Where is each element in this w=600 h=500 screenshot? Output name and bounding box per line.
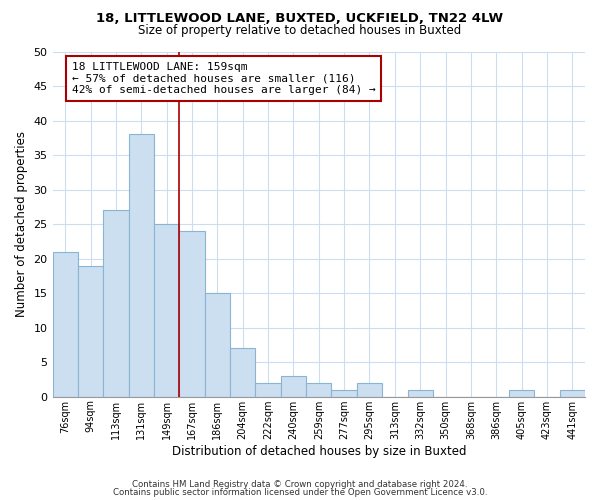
Bar — [331, 390, 357, 396]
Bar — [357, 383, 382, 396]
Y-axis label: Number of detached properties: Number of detached properties — [15, 131, 28, 317]
Bar — [509, 390, 534, 396]
Bar — [53, 252, 78, 396]
Text: 18 LITTLEWOOD LANE: 159sqm
← 57% of detached houses are smaller (116)
42% of sem: 18 LITTLEWOOD LANE: 159sqm ← 57% of deta… — [71, 62, 376, 95]
Bar — [256, 383, 281, 396]
Bar — [179, 231, 205, 396]
Bar — [78, 266, 103, 396]
Bar — [306, 383, 331, 396]
Bar — [230, 348, 256, 397]
Bar — [407, 390, 433, 396]
Bar — [103, 210, 128, 396]
Bar — [281, 376, 306, 396]
Text: Size of property relative to detached houses in Buxted: Size of property relative to detached ho… — [139, 24, 461, 37]
Text: Contains public sector information licensed under the Open Government Licence v3: Contains public sector information licen… — [113, 488, 487, 497]
Text: 18, LITTLEWOOD LANE, BUXTED, UCKFIELD, TN22 4LW: 18, LITTLEWOOD LANE, BUXTED, UCKFIELD, T… — [97, 12, 503, 26]
Bar — [128, 134, 154, 396]
Bar — [205, 293, 230, 397]
Bar — [560, 390, 585, 396]
Bar — [154, 224, 179, 396]
Text: Contains HM Land Registry data © Crown copyright and database right 2024.: Contains HM Land Registry data © Crown c… — [132, 480, 468, 489]
X-axis label: Distribution of detached houses by size in Buxted: Distribution of detached houses by size … — [172, 444, 466, 458]
